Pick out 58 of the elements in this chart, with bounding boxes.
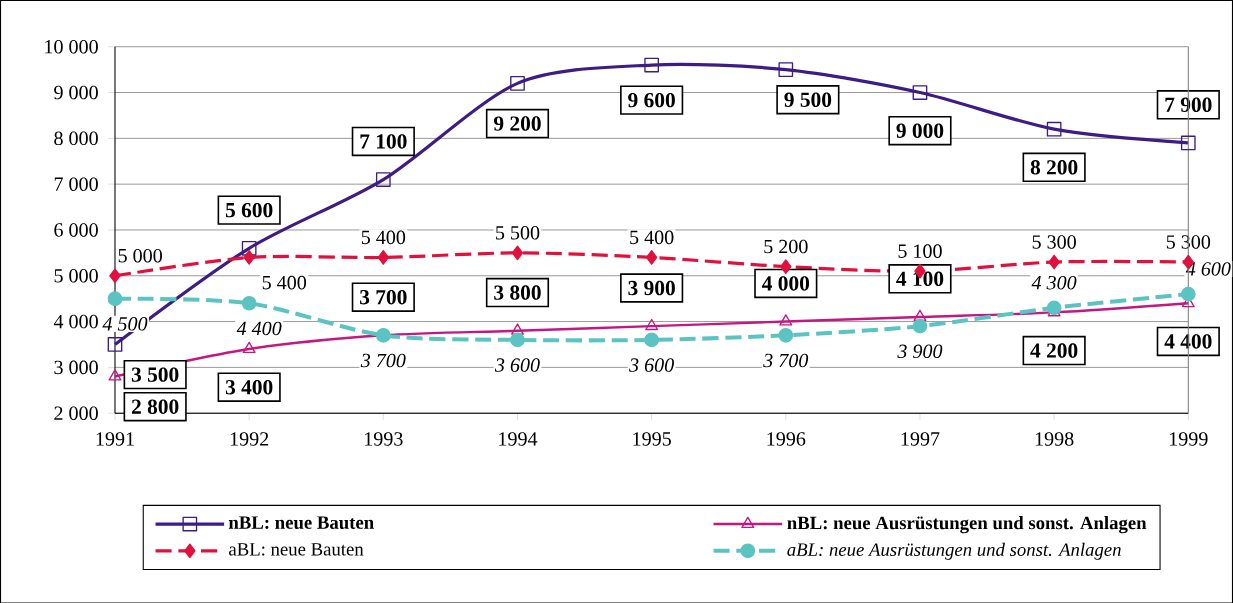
data-label: 8 200 <box>1030 159 1078 175</box>
x-tick-label: 1992 <box>230 431 269 446</box>
y-tick-label: 6 000 <box>54 222 98 237</box>
data-label: 4 500 <box>102 316 148 331</box>
data-label: 3 800 <box>494 285 541 300</box>
data-label: 3 900 <box>897 344 943 358</box>
y-tick-label: 10 000 <box>45 39 98 54</box>
data-label: 4 100 <box>896 271 944 286</box>
data-label: 3 900 <box>628 280 675 295</box>
y-tick-label: 2 000 <box>54 406 98 420</box>
y-tick-label: 4 000 <box>53 314 98 329</box>
data-label: 5 300 <box>1032 234 1076 249</box>
data-label: 9 200 <box>493 116 541 131</box>
data-label: 4 400 <box>236 321 282 335</box>
legend-label: aBL: neue Bauten <box>229 542 364 556</box>
data-label: 7 900 <box>1165 97 1212 112</box>
y-tick-label: 5 000 <box>54 268 98 283</box>
data-label: 9 500 <box>784 92 832 107</box>
data-label: 3 500 <box>131 367 179 382</box>
x-tick-label: 1994 <box>499 431 538 446</box>
data-label: 4 300 <box>1031 275 1077 290</box>
data-label: 5 400 <box>361 230 406 244</box>
data-label: 9 600 <box>628 92 675 108</box>
data-label: 5 300 <box>1166 234 1211 249</box>
x-tick-label: 1991 <box>96 431 134 446</box>
data-label: 5 200 <box>764 239 808 254</box>
data-label: 2 800 <box>131 399 179 414</box>
data-label: 3 600 <box>494 358 540 372</box>
data-label: 3 700 <box>360 289 407 305</box>
legend-label: nBL: neue Ausrüstungen und sonst. Anlagen <box>787 515 1147 533</box>
x-tick-label: 1995 <box>633 431 671 446</box>
y-tick-label: 7 000 <box>54 177 98 191</box>
data-label: 5 400 <box>262 275 307 290</box>
y-tick-label: 3 000 <box>54 360 98 374</box>
y-tick-label: 9 000 <box>54 85 98 100</box>
data-label: 4 600 <box>1185 261 1231 276</box>
data-label: 3 700 <box>763 353 809 368</box>
x-tick-label: 1997 <box>901 431 940 446</box>
x-tick-label: 1996 <box>767 431 806 446</box>
data-label: 4 200 <box>1030 343 1078 358</box>
data-label: 5 000 <box>118 248 162 263</box>
data-label: 3 600 <box>629 358 674 372</box>
data-label: 9 000 <box>896 123 944 138</box>
y-tick-label: 8 000 <box>54 131 98 145</box>
data-label: 5 500 <box>496 225 540 240</box>
x-tick-label: 1999 <box>1169 431 1208 446</box>
data-label: 5 600 <box>225 202 273 218</box>
data-label: 3 400 <box>225 379 273 395</box>
legend-label: nBL: neue Bauten <box>228 516 374 529</box>
legend-label: aBL: neue Ausrüstungen und sonst. Anlagen <box>787 542 1121 560</box>
data-label: 7 100 <box>360 133 407 149</box>
data-label: 5 400 <box>630 230 674 244</box>
data-label: 4 000 <box>762 275 810 291</box>
data-label: 3 700 <box>360 353 406 368</box>
data-label: 4 400 <box>1164 333 1212 349</box>
x-tick-label: 1993 <box>365 431 403 446</box>
x-tick-label: 1998 <box>1035 431 1074 446</box>
data-label: 5 100 <box>898 244 942 258</box>
